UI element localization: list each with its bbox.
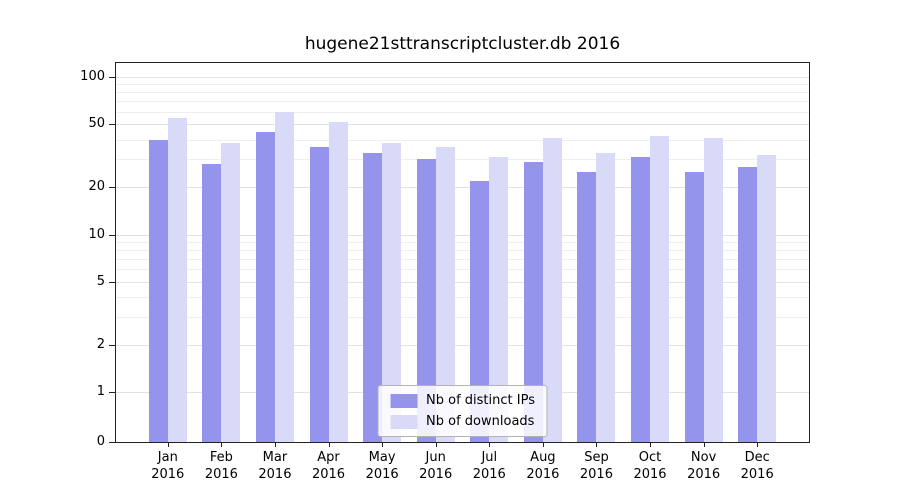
gridline [116,344,809,346]
x-tick-label: Mar 2016 [258,450,292,482]
gridline [116,316,809,318]
y-tick-label: 0 [96,434,105,449]
gridline [116,297,809,299]
y-tick-mark [109,124,115,126]
x-tick-mark [703,442,705,447]
bar-distinct-ips [523,161,543,442]
bar-distinct-ips [309,146,329,442]
bar-downloads [596,152,616,442]
x-tick-mark [221,442,223,447]
gridline [116,258,809,260]
bar-downloads [489,157,509,442]
x-tick-label: Oct 2016 [633,450,667,482]
y-tick-mark [109,234,115,236]
x-tick-mark [542,442,544,447]
bar-downloads [542,138,562,442]
y-tick-label: 2 [96,336,105,352]
y-tick-label: 1 [96,384,105,399]
gridline [116,249,809,251]
gridline [116,101,809,103]
x-tick-label: Nov 2016 [687,450,721,482]
y-tick-label: 5 [96,273,105,289]
x-tick-label: Aug 2016 [526,450,560,482]
y-tick-label: 100 [80,69,105,84]
y-tick-label: 20 [88,179,105,195]
x-tick-mark [489,442,491,447]
bar-downloads [167,117,187,442]
bar-downloads [382,143,402,442]
y-tick-mark [109,344,115,346]
y-tick-mark [109,281,115,283]
gridline [116,77,809,78]
x-tick-mark [328,442,330,447]
x-tick-mark [596,442,598,447]
bar-downloads [650,136,670,442]
bar-distinct-ips [684,171,704,442]
x-tick-label: Jan 2016 [151,450,185,482]
gridline [116,139,809,141]
legend-swatch-downloads [390,414,418,429]
bar-distinct-ips [631,157,651,442]
x-tick-label: Sep 2016 [579,450,613,482]
y-tick-mark [109,442,115,443]
x-tick-mark [167,442,169,447]
x-tick-mark [435,442,437,447]
bar-distinct-ips [738,166,758,442]
bar-downloads [221,143,241,442]
x-tick-mark [382,442,384,447]
bar-downloads [274,111,294,442]
x-tick-label: Jul 2016 [472,450,506,482]
bar-downloads [703,138,723,442]
gridline [116,241,809,243]
bar-distinct-ips [363,152,383,442]
legend-label-downloads: Nb of downloads [426,414,535,429]
legend: Nb of distinct IPs Nb of downloads [377,385,548,437]
bar-distinct-ips [416,159,436,442]
bar-distinct-ips [202,164,222,442]
chart-title: hugene21sttranscriptcluster.db 2016 [304,34,621,54]
legend-swatch-distinct-ips [390,393,418,408]
x-tick-label: Apr 2016 [311,450,346,482]
legend-item-distinct-ips: Nb of distinct IPs [390,393,535,408]
gridline [116,187,809,189]
x-tick-label: Jun 2016 [419,450,453,482]
bar-distinct-ips [255,131,275,442]
gridline [116,92,809,94]
gridline [116,159,809,161]
bar-distinct-ips [470,180,490,442]
bar-distinct-ips [148,139,168,442]
gridline [116,84,809,86]
y-tick-mark [109,392,115,393]
legend-label-distinct-ips: Nb of distinct IPs [426,393,535,408]
x-tick-label: Feb 2016 [204,450,238,482]
y-tick-label: 50 [88,116,105,132]
plot-area: Nb of distinct IPs Nb of downloads [115,62,810,443]
gridline [116,269,809,271]
x-tick-mark [757,442,759,447]
gridline [116,281,809,283]
bar-downloads [328,121,348,442]
bar-downloads [757,154,777,442]
gridline [116,111,809,113]
gridline [116,234,809,236]
y-tick-label: 10 [88,226,105,242]
x-tick-mark [274,442,276,447]
x-tick-label: Dec 2016 [740,450,774,482]
bar-distinct-ips [577,171,597,442]
y-tick-mark [109,77,115,78]
x-tick-label: May 2016 [365,450,399,482]
x-tick-mark [650,442,652,447]
gridline [116,124,809,126]
legend-item-downloads: Nb of downloads [390,414,535,429]
bar-downloads [435,146,455,442]
y-tick-mark [109,187,115,189]
